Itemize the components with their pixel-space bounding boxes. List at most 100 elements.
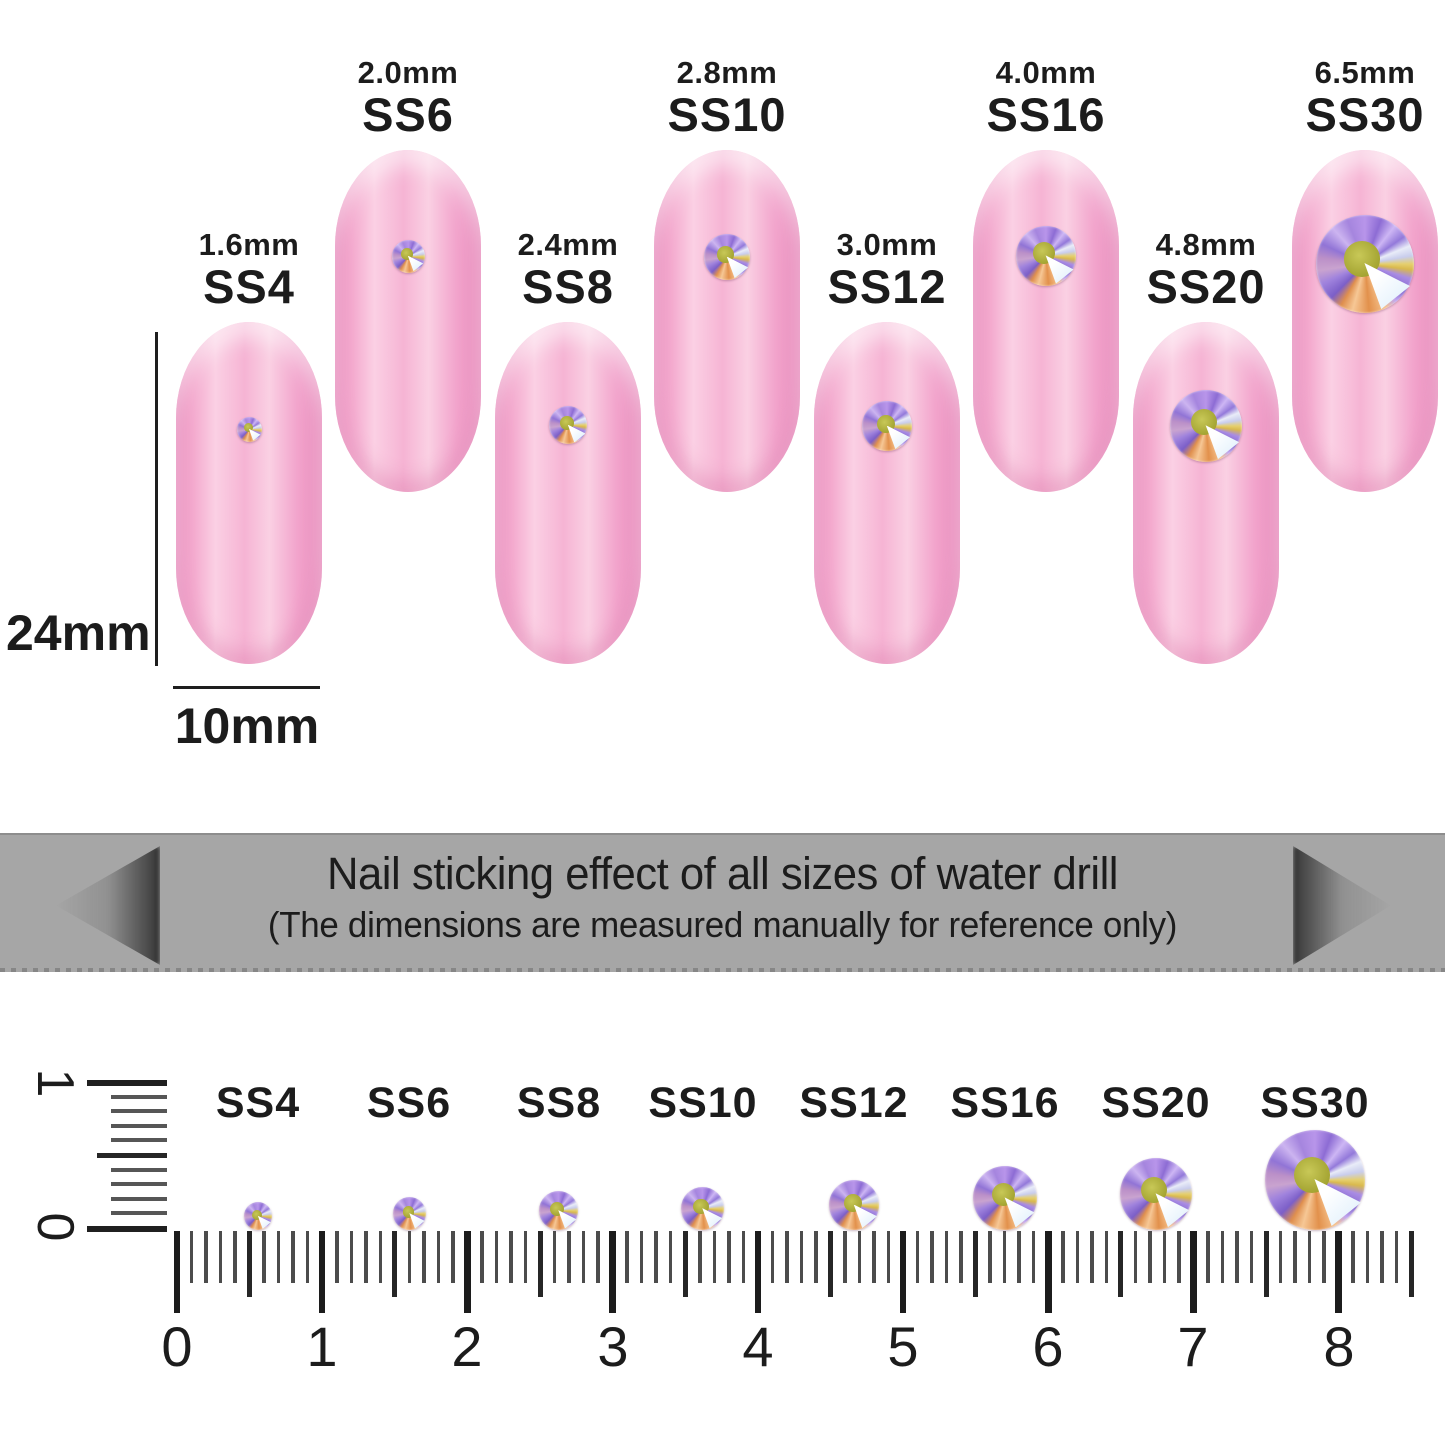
nail-height-measure-line <box>155 332 158 666</box>
ruler-tick <box>1293 1231 1297 1283</box>
ruler-ss-label: SS20 <box>1101 1079 1211 1127</box>
caption-banner: Nail sticking effect of all sizes of wat… <box>0 833 1445 972</box>
ruler-tick <box>204 1231 208 1283</box>
size-ss-label: SS16 <box>986 88 1106 141</box>
ruler-tick <box>1177 1231 1181 1283</box>
ruler-ss-label: SS16 <box>950 1079 1060 1127</box>
size-mm-label: 3.0mm <box>836 227 938 262</box>
ruler-tick <box>654 1231 658 1283</box>
rhinestone-icon <box>973 1166 1037 1230</box>
ruler-tick <box>1017 1231 1021 1283</box>
nail-sample-ss10: 2.8mm SS10 <box>654 50 800 500</box>
ruler-tick <box>1104 1231 1108 1283</box>
ruler-tick <box>247 1231 253 1297</box>
nail-width-label: 10mm <box>174 698 320 754</box>
size-ss-label: SS20 <box>1146 260 1266 313</box>
ruler-tick <box>1335 1231 1342 1313</box>
size-mm-label: 2.0mm <box>357 55 459 90</box>
ruler-tick <box>1322 1231 1326 1283</box>
ruler-tick <box>668 1231 673 1283</box>
ruler-ss-label: SS4 <box>215 1079 301 1127</box>
ruler-tick <box>318 1231 326 1313</box>
ruler-tick <box>639 1231 644 1283</box>
ruler-tick <box>973 1231 979 1297</box>
vertical-ruler-tick <box>97 1153 167 1158</box>
ruler-number: 7 <box>1177 1315 1209 1378</box>
ruler-number: 4 <box>742 1315 774 1378</box>
fake-nail <box>1133 322 1279 664</box>
ruler-tick <box>552 1231 557 1283</box>
ruler-tick <box>1351 1231 1355 1283</box>
fake-nail <box>176 322 322 664</box>
size-mm-label: 4.8mm <box>1155 227 1257 262</box>
ruler-tick <box>1408 1231 1414 1297</box>
rhinestone-icon <box>829 1180 879 1230</box>
rhinestone-icon <box>704 234 750 280</box>
size-ss-label: SS8 <box>522 260 614 313</box>
vertical-ruler-tick <box>87 1080 167 1086</box>
vertical-ruler-tick <box>111 1138 167 1143</box>
ruler-ss-label: SS10 <box>648 1079 758 1127</box>
vertical-ruler-number: 1 <box>26 1068 84 1098</box>
ruler-tick <box>899 1231 907 1313</box>
ruler-tick <box>1278 1231 1283 1283</box>
ruler-tick <box>581 1231 586 1283</box>
ruler-number: 8 <box>1323 1315 1355 1378</box>
ruler-tick <box>262 1231 266 1283</box>
nail-size-label: 1.6mm SS4 <box>121 222 377 310</box>
nail-size-label: 4.0mm SS16 <box>918 50 1174 138</box>
ruler-tick <box>392 1231 398 1297</box>
ruler-number: 1 <box>306 1315 338 1378</box>
ruler-tick <box>233 1231 237 1283</box>
ruler-tick <box>741 1231 745 1283</box>
ruler-tick <box>1380 1231 1384 1283</box>
vertical-ruler-tick <box>111 1211 167 1216</box>
fake-nail <box>973 150 1119 492</box>
ruler-tick <box>436 1231 441 1283</box>
ruler-tick <box>625 1231 629 1283</box>
ruler-tick <box>1249 1231 1254 1283</box>
ruler-tick <box>523 1231 528 1283</box>
size-ss-label: SS10 <box>667 88 787 141</box>
fake-nail <box>495 322 641 664</box>
size-ss-label: SS12 <box>827 260 947 313</box>
vertical-ruler-tick <box>111 1094 167 1099</box>
rhinestone-icon <box>1016 226 1076 286</box>
ruler-number: 6 <box>1032 1315 1064 1378</box>
ruler-tick <box>609 1231 616 1313</box>
rhinestone-icon <box>244 1202 272 1230</box>
ruler-ss-label: SS12 <box>799 1079 909 1127</box>
vertical-ruler-tick <box>87 1226 167 1232</box>
ruler-tick <box>291 1231 295 1283</box>
ruler-tick <box>422 1231 426 1283</box>
rhinestone-icon <box>1316 215 1414 313</box>
ruler-tick <box>509 1231 513 1283</box>
ruler-tick <box>785 1231 789 1283</box>
rhinestone-icon <box>539 1191 578 1230</box>
ruler-tick <box>276 1231 281 1283</box>
ruler-tick <box>407 1231 412 1283</box>
nail-sample-ss8: 2.4mm SS8 <box>495 222 641 672</box>
ruler-tick <box>1235 1231 1239 1283</box>
nail-size-label: 2.4mm SS8 <box>440 222 696 310</box>
size-mm-label: 2.4mm <box>517 227 619 262</box>
ruler-tick <box>567 1231 571 1283</box>
fake-nail <box>1292 150 1438 492</box>
ruler-tick <box>1061 1231 1065 1283</box>
ruler-tick <box>1263 1231 1269 1297</box>
ruler-tick <box>1133 1231 1138 1283</box>
ruler-tick <box>857 1231 862 1283</box>
ruler-tick <box>1365 1231 1370 1283</box>
ruler-tick <box>1307 1231 1312 1283</box>
rhinestone-icon <box>549 406 587 444</box>
ruler-tick <box>1162 1231 1167 1283</box>
ruler-ss-label: SS8 <box>516 1079 602 1127</box>
size-mm-label: 4.0mm <box>995 55 1097 90</box>
ruler-tick <box>364 1231 368 1283</box>
rhinestone-icon <box>1120 1158 1192 1230</box>
rhinestone-icon <box>393 1197 426 1230</box>
ruler-tick <box>335 1231 339 1283</box>
vertical-ruler-number: 0 <box>26 1212 84 1242</box>
nail-size-label: 6.5mm SS30 <box>1237 50 1445 138</box>
